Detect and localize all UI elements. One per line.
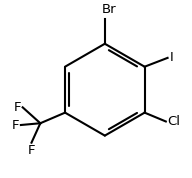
- Text: I: I: [169, 51, 173, 64]
- Text: Br: Br: [102, 3, 117, 16]
- Text: F: F: [28, 144, 35, 157]
- Text: Cl: Cl: [168, 115, 180, 128]
- Text: F: F: [13, 101, 21, 114]
- Text: F: F: [12, 119, 19, 132]
